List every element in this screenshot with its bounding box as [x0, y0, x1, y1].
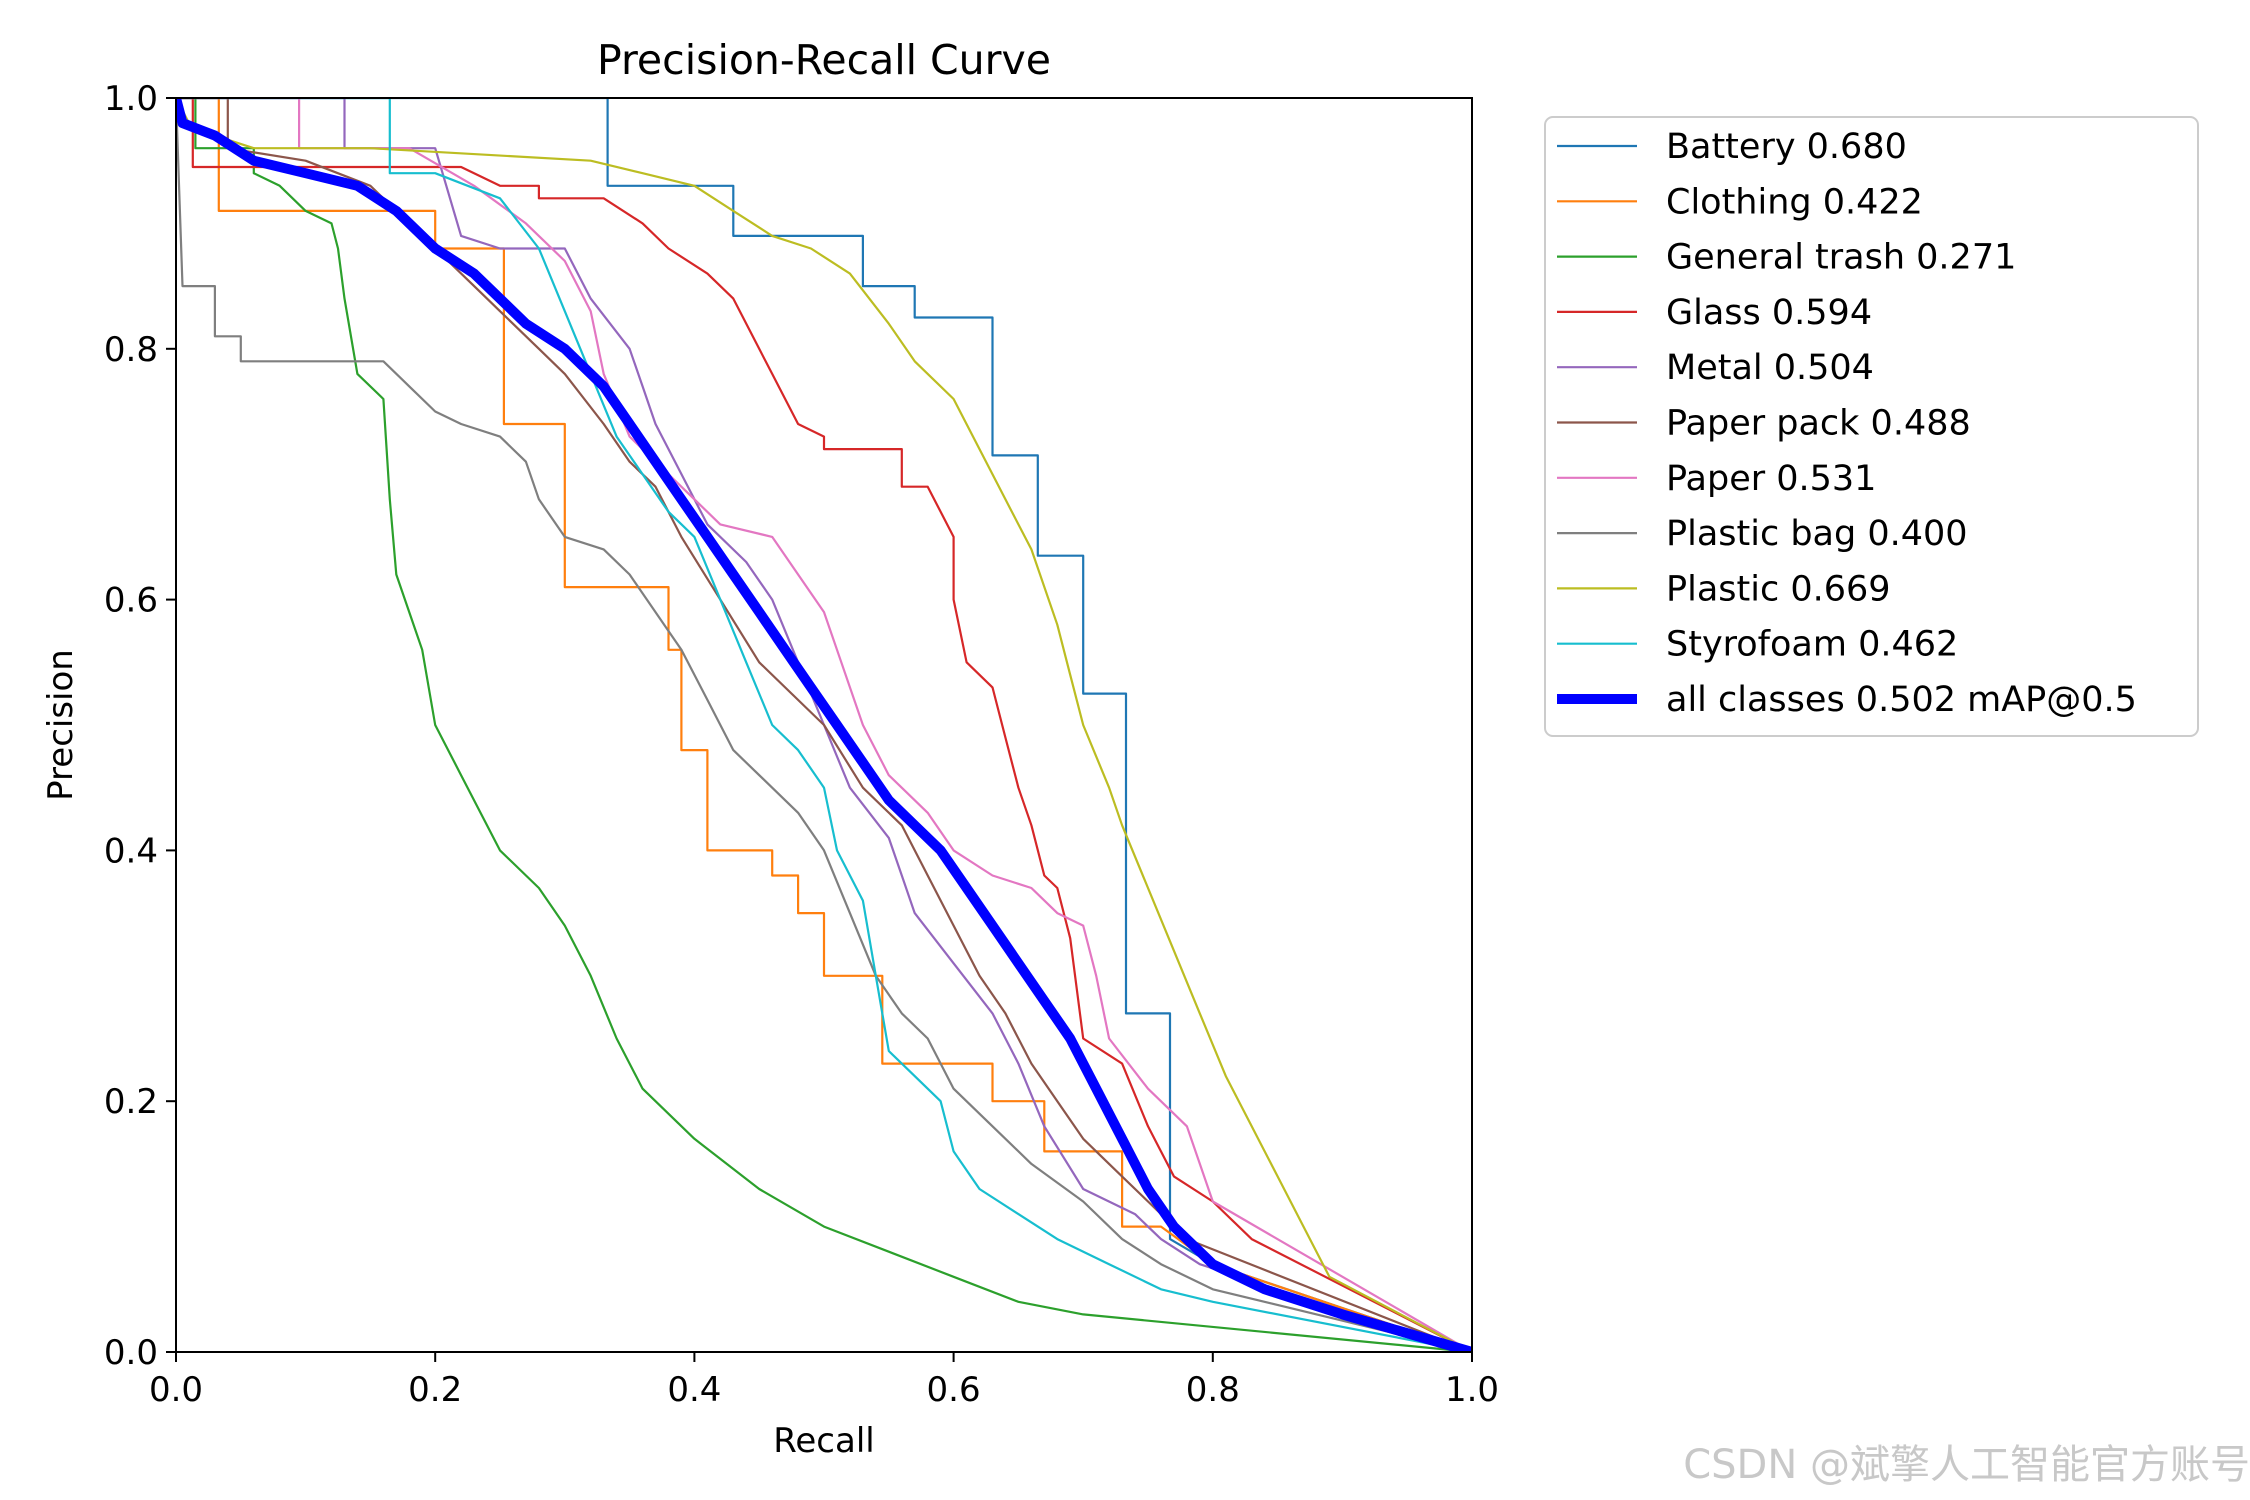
series-line-paper: [176, 98, 1472, 1352]
series-line-glass: [176, 98, 1472, 1352]
legend-label-battery: Battery 0.680: [1666, 127, 1907, 167]
series-line-battery: [176, 98, 1472, 1352]
series-line-clothing: [176, 98, 1472, 1352]
x-tick-label: 0.0: [149, 1370, 203, 1410]
x-tick-label: 0.2: [408, 1370, 462, 1410]
legend-label-general-trash: General trash 0.271: [1666, 238, 2016, 278]
x-tick-label: 0.6: [927, 1370, 981, 1410]
series-line-plastic-bag: [176, 98, 1472, 1352]
x-tick-label: 0.8: [1186, 1370, 1240, 1410]
y-axis-label: Precision: [41, 649, 81, 801]
y-tick-label: 0.2: [104, 1082, 158, 1122]
y-tick-label: 0.6: [104, 581, 158, 621]
legend-label-clothing: Clothing 0.422: [1666, 182, 1923, 222]
plot-frame: [175, 97, 1473, 1353]
x-axis-ticks: 0.0 0.2 0.4 0.6 0.8 1.0: [149, 1352, 1499, 1410]
legend-label-all-classes: all classes 0.502 mAP@0.5: [1666, 680, 2137, 720]
legend-label-glass: Glass 0.594: [1666, 293, 1872, 333]
series-line-all-classes: [176, 98, 1472, 1352]
legend: Battery 0.680 Clothing 0.422 General trash…: [1544, 116, 2199, 737]
legend-label-paper-pack: Paper pack 0.488: [1666, 404, 1971, 444]
y-tick-label: 0.4: [104, 831, 158, 871]
series-line-plastic: [176, 98, 1472, 1352]
y-axis-ticks: 0.0 0.2 0.4 0.6 0.8 1.0: [104, 79, 176, 1373]
series-line-metal: [176, 98, 1472, 1352]
legend-label-plastic-bag: Plastic bag 0.400: [1666, 514, 1968, 554]
legend-box: [1544, 116, 2199, 737]
y-tick-label: 1.0: [104, 79, 158, 119]
legend-label-paper: Paper 0.531: [1666, 459, 1876, 499]
y-tick-label: 0.8: [104, 330, 158, 370]
legend-label-metal: Metal 0.504: [1666, 348, 1874, 388]
plot-area: [175, 97, 1473, 1353]
legend-items: Battery 0.680 Clothing 0.422 General trash…: [1557, 127, 2137, 720]
series-line-styrofoam: [176, 98, 1472, 1352]
x-tick-label: 0.4: [667, 1370, 721, 1410]
legend-label-plastic: Plastic 0.669: [1666, 569, 1891, 609]
legend-label-styrofoam: Styrofoam 0.462: [1666, 625, 1958, 665]
y-tick-label: 0.0: [104, 1333, 158, 1373]
watermark: CSDN @斌擎人工智能官方账号: [1683, 1442, 2250, 1488]
x-axis-label: Recall: [773, 1421, 874, 1461]
x-tick-label: 1.0: [1445, 1370, 1499, 1410]
chart-title: Precision-Recall Curve: [597, 36, 1051, 84]
series-lines: [176, 98, 1472, 1352]
series-line-general-trash: [176, 98, 1472, 1352]
